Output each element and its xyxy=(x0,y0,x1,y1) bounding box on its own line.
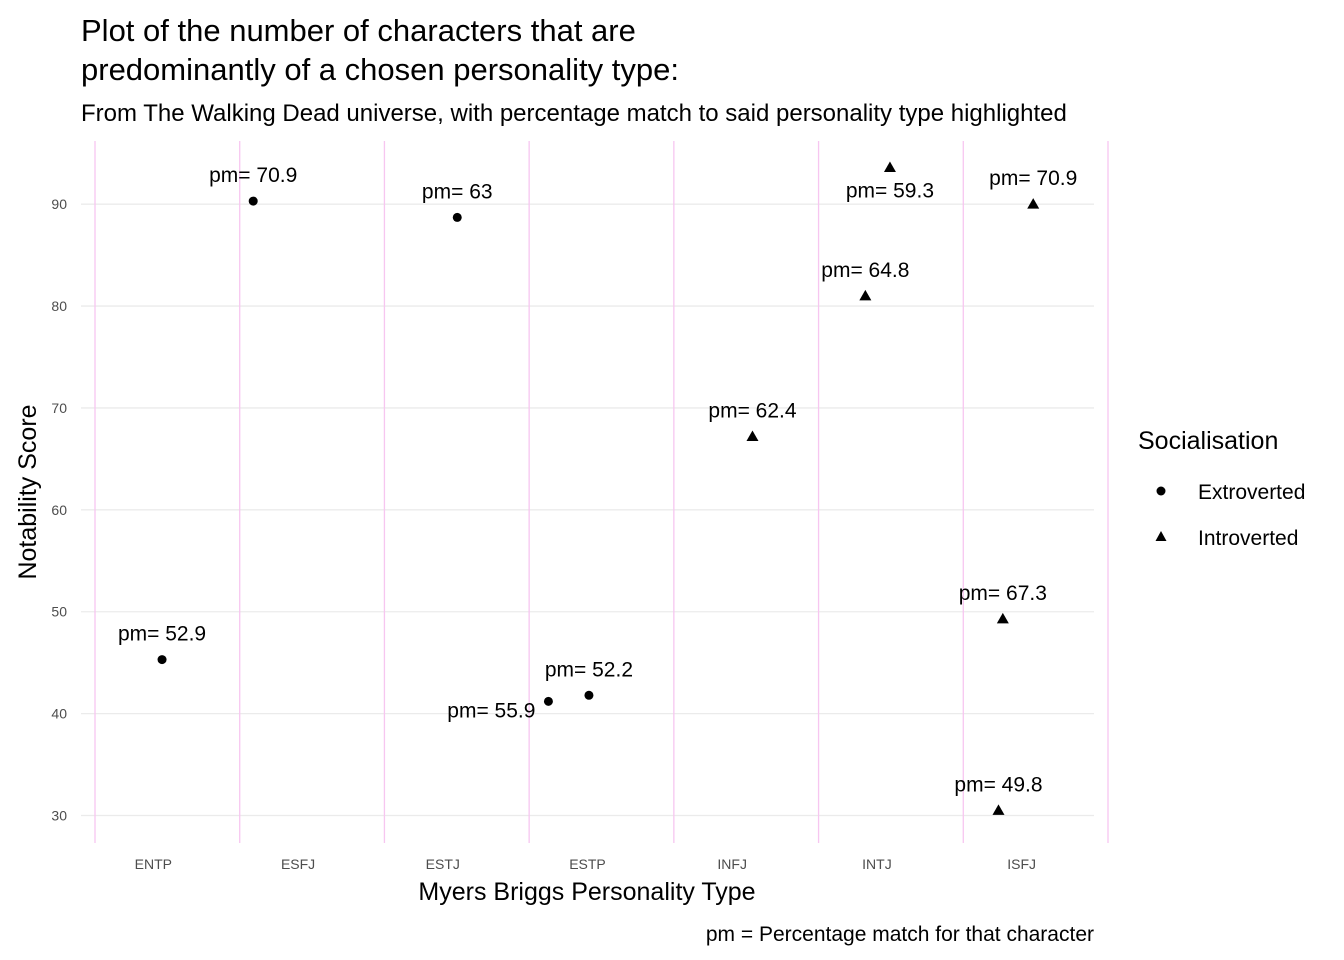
point-estp-4-circle xyxy=(584,690,594,700)
legend-title: Socialisation xyxy=(1138,427,1278,455)
point-estp-3-circle xyxy=(543,696,553,706)
point-isfj-9-label: pm= 49.8 xyxy=(954,773,1042,796)
legend-label-extroverted: Extroverted xyxy=(1198,481,1305,504)
y-tick-label-40: 40 xyxy=(51,706,67,722)
x-tick-label-estp: ESTP xyxy=(569,856,606,872)
points-layer: pm= 52.9 pm= 70.9 pm= 63 pm= 55.9 pm= 52.2 pm… xyxy=(118,161,1077,815)
y-axis-title: Notability Score xyxy=(14,404,42,579)
legend-key-extroverted-circle xyxy=(1156,486,1166,496)
x-tick-label-esfj: ESFJ xyxy=(281,856,315,872)
point-entp-0-circle xyxy=(157,655,167,665)
chart-title-line-2: predominantly of a chosen personality ty… xyxy=(81,52,679,87)
point-esfj-1-circle xyxy=(248,196,258,206)
chart-caption: pm = Percentage match for that character xyxy=(706,923,1094,946)
y-tick-label-60: 60 xyxy=(51,502,67,518)
point-estp-3-label: pm= 55.9 xyxy=(447,699,535,722)
point-infj-5-label: pm= 62.4 xyxy=(708,399,796,422)
point-intj-7-label: pm= 59.3 xyxy=(846,179,934,202)
y-tick-label-30: 30 xyxy=(51,807,67,823)
legend-label-introverted: Introverted xyxy=(1198,527,1298,550)
chart-title-line-1: Plot of the number of characters that ar… xyxy=(81,13,636,48)
x-tick-label-isfj: ISFJ xyxy=(1007,856,1036,872)
point-infj-5-triangle xyxy=(746,430,759,441)
point-isfj-9-triangle xyxy=(992,804,1005,815)
point-isfj-8-label: pm= 67.3 xyxy=(959,582,1047,605)
x-tick-label-entp: ENTP xyxy=(135,856,172,872)
grid-layer xyxy=(81,141,1109,843)
y-tick-label-70: 70 xyxy=(51,400,67,416)
point-intj-6-triangle xyxy=(859,289,872,301)
point-entp-0-label: pm= 52.9 xyxy=(118,623,206,646)
x-tick-label-estj: ESTJ xyxy=(426,856,460,872)
legend-key-introverted-triangle xyxy=(1155,531,1167,541)
x-axis-title: Myers Briggs Personality Type xyxy=(418,878,755,906)
x-tick-label-infj: INFJ xyxy=(717,856,747,872)
point-esfj-1-label: pm= 70.9 xyxy=(209,164,297,187)
x-tick-label-intj: INTJ xyxy=(862,856,892,872)
chart-subtitle: From The Walking Dead universe, with per… xyxy=(81,100,1067,127)
point-intj-7-triangle xyxy=(883,161,896,172)
legend: Socialisation Extroverted Introverted xyxy=(1138,427,1305,550)
point-estp-4-label: pm= 52.2 xyxy=(545,658,633,681)
point-isfj-8-triangle xyxy=(996,612,1009,624)
y-tick-label-90: 90 xyxy=(51,196,67,212)
point-estj-2-circle xyxy=(452,212,462,222)
point-isfj-10-triangle xyxy=(1027,198,1040,209)
plot-panel: pm= 52.9 pm= 70.9 pm= 63 pm= 55.9 pm= 52.2 pm… xyxy=(81,141,1109,843)
point-estj-2-label: pm= 63 xyxy=(422,180,493,203)
axis-layer: 30 40 50 60 70 80 90 ENTP ESFJ ESTJ ESTP INFJ INTJ IS… xyxy=(51,196,1036,872)
point-isfj-10-label: pm= 70.9 xyxy=(989,167,1077,190)
y-tick-label-50: 50 xyxy=(51,604,67,620)
point-intj-6-label: pm= 64.8 xyxy=(821,259,909,282)
y-tick-label-80: 80 xyxy=(51,298,67,314)
